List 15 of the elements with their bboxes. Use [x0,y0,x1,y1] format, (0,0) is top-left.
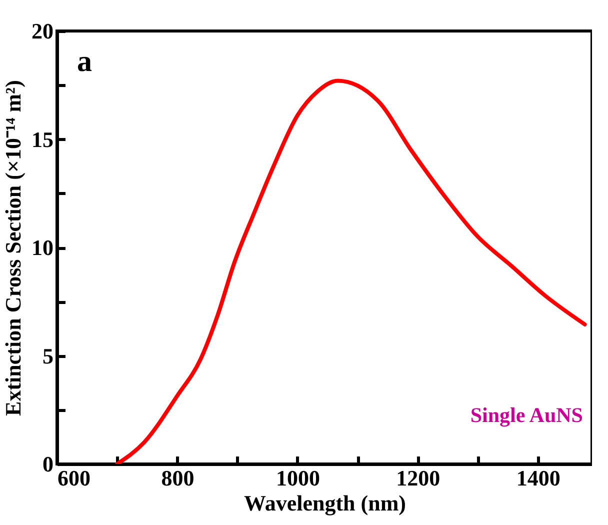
y-tick-label: 20 [32,18,54,44]
y-tick-label: 15 [32,126,54,152]
y-axis-title: Extinction Cross Section (×10⁻¹⁴ m²) [0,80,26,416]
x-tick-label: 1000 [276,466,320,490]
x-tick-label: 1200 [396,466,440,490]
annotation: a [77,45,92,78]
x-tick-label: 600 [58,466,90,490]
y-tick-label: 5 [42,343,54,368]
line-series [115,78,587,464]
y-tick-label: 0 [42,452,54,476]
x-tick-label: 1400 [516,466,560,490]
y-tick-label: 10 [32,235,54,260]
x-axis-title: Wavelength (nm) [244,490,406,516]
annotation: Single AuNS [470,403,583,427]
x-tick-label: 800 [161,466,194,490]
